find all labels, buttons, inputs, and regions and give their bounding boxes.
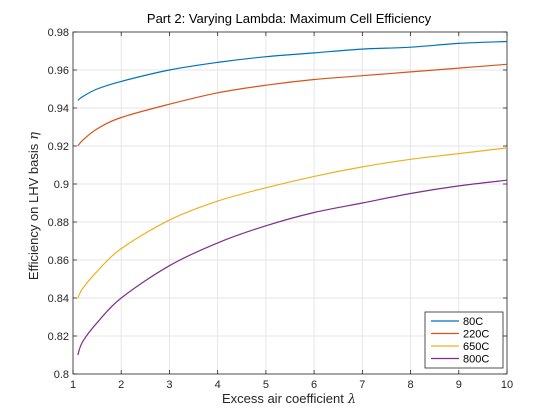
chart-title: Part 2: Varying Lambda: Maximum Cell Eff…	[147, 11, 432, 26]
legend-entry-label: 650C	[463, 341, 489, 353]
x-tick-label: 8	[407, 379, 413, 391]
x-tick-label: 2	[118, 379, 124, 391]
y-tick-label: 0.84	[48, 293, 69, 305]
x-axis-label: Excess air coefficient λ	[222, 391, 356, 407]
series-lines	[77, 40, 508, 356]
x-tick-label: 4	[215, 379, 221, 391]
legend-entry-label: 80C	[463, 316, 483, 328]
x-axis-label-symbol: λ	[347, 392, 356, 407]
series-line-650c	[77, 147, 508, 299]
x-tick-label: 3	[166, 379, 172, 391]
y-tick-label: 0.88	[48, 217, 69, 229]
axis-ticks: 1 2 3 4 5 6 7 8 9 10 0.8 0.82 0.84 0.86 0.88 0.9 0.92 0.9…	[48, 27, 514, 391]
y-axis-label-symbol: η	[27, 132, 42, 140]
y-tick-label: 0.86	[48, 255, 69, 267]
x-tick-label: 7	[359, 379, 365, 391]
x-axis-label-text: Excess air coefficient	[222, 391, 344, 406]
y-tick-label: 0.98	[48, 27, 69, 39]
series-line-80c	[77, 40, 508, 101]
legend-entry-label: 800C	[463, 354, 489, 366]
x-tick-label: 9	[456, 379, 462, 391]
series-line-220c	[77, 63, 508, 147]
x-tick-label: 6	[311, 379, 317, 391]
y-tick-label: 0.82	[48, 331, 69, 343]
y-axis-label-text: Efficiency on LHV basis	[26, 143, 41, 280]
y-tick-label: 0.9	[54, 179, 69, 191]
y-axis-label: Efficiency on LHV basis η	[26, 132, 42, 280]
y-tick-label: 0.8	[54, 369, 69, 381]
x-tick-label: 10	[501, 379, 513, 391]
x-tick-label: 5	[263, 379, 269, 391]
y-tick-label: 0.96	[48, 65, 69, 77]
series-line-800c	[77, 179, 508, 356]
y-tick-label: 0.94	[48, 103, 69, 115]
x-tick-label: 1	[70, 379, 76, 391]
plot-area-border	[72, 31, 508, 375]
legend-entry-label: 220C	[463, 329, 489, 341]
y-tick-label: 0.92	[48, 141, 69, 153]
